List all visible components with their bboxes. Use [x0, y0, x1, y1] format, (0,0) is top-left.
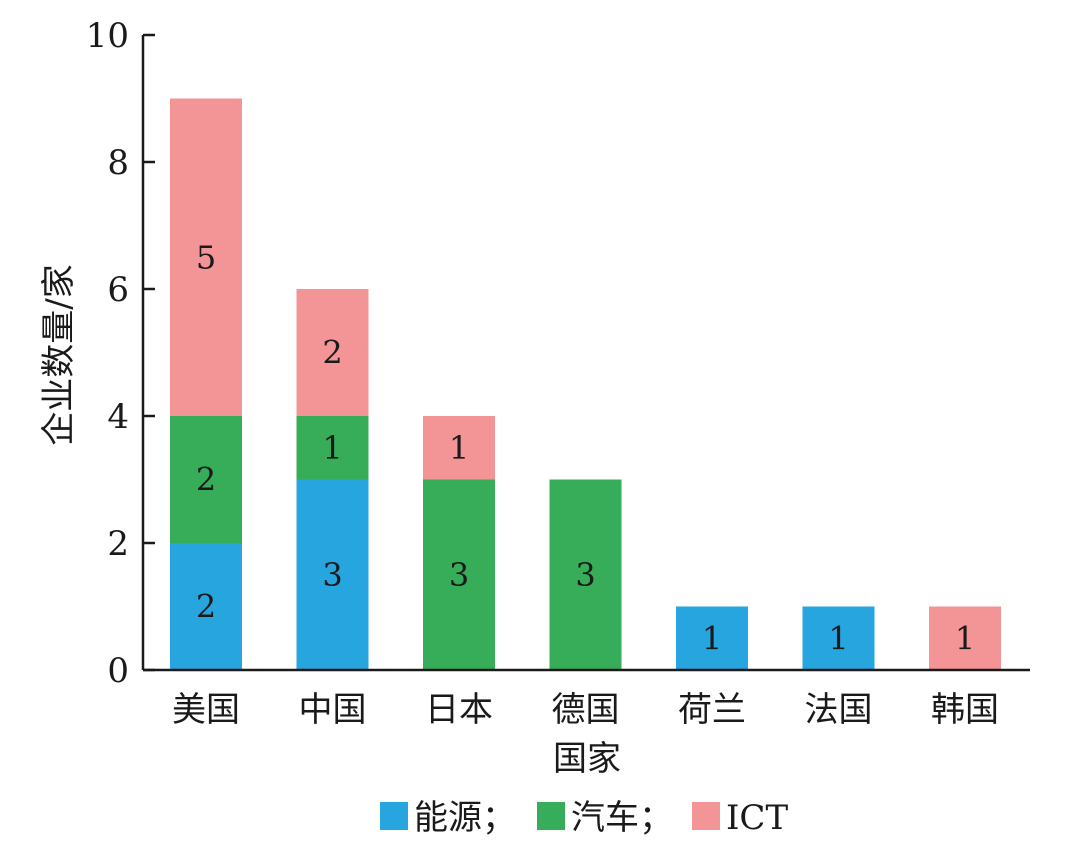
axes-group — [141, 35, 1030, 672]
bar-data-label: 2 — [196, 588, 216, 626]
y-axis-title: 企业数量/家 — [39, 264, 79, 445]
bar-data-label: 5 — [196, 238, 216, 276]
bar-data-label: 3 — [575, 556, 595, 594]
bar-data-label: 3 — [322, 556, 342, 594]
x-category-label: 中国 — [299, 690, 367, 730]
bar-segment — [929, 606, 1001, 670]
bar-segment — [170, 543, 242, 670]
bar-data-label: 3 — [449, 556, 469, 594]
bar-segment — [296, 289, 369, 416]
legend: 能源； 汽车； ICT — [380, 798, 788, 838]
y-tick-label: 0 — [107, 651, 129, 691]
bar-data-label: 1 — [322, 429, 342, 467]
bar-segment — [296, 416, 369, 480]
x-category-label: 日本 — [425, 690, 493, 730]
y-ticks-group: 0 2 4 6 8 10 — [86, 16, 155, 691]
legend-swatch — [537, 802, 565, 830]
y-tick-label: 4 — [107, 397, 129, 437]
legend-label: ICT — [726, 798, 788, 838]
bar-segment — [423, 479, 495, 670]
y-tick-label: 8 — [107, 143, 129, 183]
x-category-label: 荷兰 — [678, 690, 746, 730]
legend-label: 能源； — [414, 798, 516, 838]
x-category-label: 美国 — [172, 690, 240, 730]
x-labels-group: 美国 中国 日本 德国 荷兰 法国 韩国 — [172, 690, 999, 730]
y-tick-label: 6 — [107, 270, 129, 310]
bar-segment — [170, 98, 242, 416]
data-labels-group: 2 2 5 3 1 2 3 1 3 1 1 1 — [196, 238, 975, 657]
bar-segment — [802, 606, 875, 670]
y-tick-label: 10 — [86, 16, 129, 56]
bar-data-label: 1 — [828, 619, 848, 657]
y-tick-label: 2 — [107, 524, 129, 564]
legend-swatch — [692, 802, 720, 830]
bar-segment — [296, 479, 369, 670]
legend-label: 汽车； — [571, 798, 673, 838]
x-category-label: 德国 — [552, 690, 620, 730]
bars-group — [170, 98, 1001, 670]
bar-data-label: 2 — [322, 334, 342, 372]
bar-data-label: 2 — [196, 461, 216, 499]
bar-data-label: 1 — [955, 619, 975, 657]
x-category-label: 法国 — [805, 690, 873, 730]
bar-segment — [170, 416, 242, 543]
bar-data-label: 1 — [702, 619, 722, 657]
x-axis-title: 国家 — [553, 739, 621, 779]
bar-segment — [549, 479, 622, 670]
legend-swatch — [380, 802, 408, 830]
x-category-label: 韩国 — [931, 690, 999, 730]
bar-segment — [423, 416, 495, 480]
bar-data-label: 1 — [449, 429, 469, 467]
bar-segment — [676, 606, 748, 670]
